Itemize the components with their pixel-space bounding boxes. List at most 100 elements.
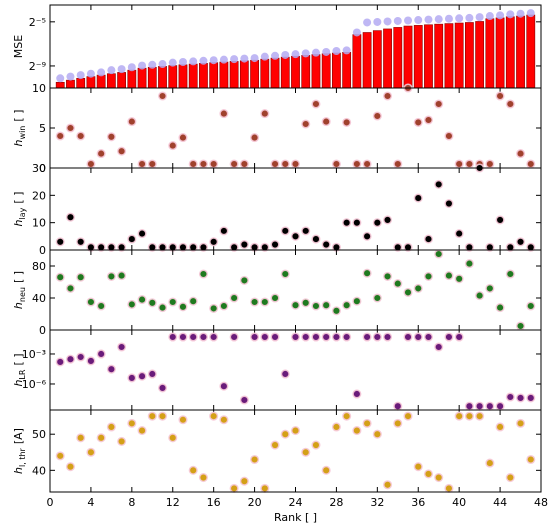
plot-frame bbox=[49, 87, 542, 169]
point bbox=[331, 306, 341, 316]
point bbox=[383, 17, 392, 26]
y-label-sub: l, thr bbox=[18, 447, 27, 467]
point bbox=[444, 332, 454, 342]
point bbox=[239, 239, 249, 250]
point bbox=[342, 411, 352, 421]
point bbox=[65, 283, 76, 293]
bar bbox=[106, 73, 116, 89]
point bbox=[290, 332, 301, 342]
point bbox=[342, 300, 352, 310]
point bbox=[65, 462, 76, 472]
point bbox=[383, 215, 393, 225]
point bbox=[260, 52, 269, 61]
bar bbox=[465, 22, 474, 89]
point bbox=[515, 418, 526, 428]
point bbox=[219, 381, 229, 391]
bar bbox=[332, 52, 341, 89]
y-tick-label: 2⁻⁵ bbox=[29, 16, 46, 29]
point bbox=[199, 56, 208, 65]
point bbox=[352, 28, 361, 37]
point bbox=[332, 46, 341, 55]
point bbox=[331, 422, 341, 432]
point bbox=[362, 332, 372, 342]
point bbox=[209, 56, 218, 65]
point bbox=[434, 179, 444, 189]
point bbox=[76, 131, 86, 141]
point bbox=[321, 300, 331, 310]
point bbox=[280, 159, 290, 169]
point bbox=[372, 111, 382, 121]
point bbox=[301, 49, 310, 58]
point bbox=[454, 332, 464, 342]
point bbox=[96, 301, 106, 311]
point bbox=[157, 383, 168, 393]
point bbox=[240, 54, 249, 63]
point bbox=[198, 242, 208, 252]
point bbox=[495, 401, 505, 411]
point bbox=[198, 473, 208, 483]
y-axis-label: hneu [ ] bbox=[12, 271, 27, 309]
y-tick-label: 10⁻³ bbox=[22, 348, 46, 361]
point bbox=[260, 242, 270, 252]
bar bbox=[239, 60, 249, 89]
point bbox=[475, 291, 485, 301]
point bbox=[76, 352, 86, 362]
point bbox=[413, 117, 423, 127]
point bbox=[515, 321, 526, 331]
point bbox=[229, 332, 239, 342]
point bbox=[373, 17, 382, 26]
bar bbox=[505, 16, 515, 89]
point bbox=[342, 46, 351, 55]
point bbox=[280, 369, 290, 379]
y-tick-label: 40 bbox=[32, 292, 46, 305]
x-tick-label: 16 bbox=[207, 496, 221, 509]
point bbox=[290, 300, 301, 310]
point bbox=[219, 415, 229, 425]
point bbox=[423, 469, 434, 479]
point bbox=[178, 332, 188, 342]
point bbox=[117, 65, 126, 74]
point bbox=[86, 297, 96, 307]
point bbox=[515, 237, 526, 247]
point bbox=[311, 48, 320, 57]
point bbox=[301, 226, 311, 236]
point bbox=[86, 447, 96, 457]
point bbox=[178, 415, 188, 425]
point bbox=[250, 54, 259, 63]
point bbox=[137, 229, 147, 239]
point bbox=[76, 433, 86, 443]
point bbox=[209, 411, 219, 421]
point bbox=[270, 239, 280, 250]
point bbox=[55, 237, 65, 247]
y-label-main: h bbox=[12, 467, 25, 474]
point bbox=[403, 287, 413, 297]
point bbox=[219, 109, 229, 119]
point bbox=[55, 131, 65, 141]
y-tick-label: 0 bbox=[39, 324, 46, 337]
point bbox=[413, 462, 423, 472]
point bbox=[229, 159, 239, 169]
bar bbox=[454, 22, 464, 89]
point bbox=[485, 242, 495, 252]
point bbox=[423, 115, 434, 125]
point bbox=[239, 476, 249, 486]
point bbox=[230, 55, 239, 64]
bar bbox=[86, 76, 96, 89]
point bbox=[444, 14, 453, 23]
point bbox=[239, 395, 249, 405]
point bbox=[117, 146, 127, 156]
point bbox=[66, 72, 75, 81]
y-tick-label: 0 bbox=[39, 162, 46, 175]
point bbox=[209, 159, 219, 169]
bar bbox=[209, 62, 219, 89]
point bbox=[55, 357, 65, 367]
point bbox=[414, 16, 423, 25]
bar bbox=[66, 79, 75, 89]
point bbox=[106, 364, 116, 374]
point bbox=[342, 218, 352, 228]
point bbox=[311, 301, 321, 311]
x-tick-label: 0 bbox=[47, 496, 54, 509]
point bbox=[127, 234, 137, 244]
bar bbox=[250, 59, 259, 89]
